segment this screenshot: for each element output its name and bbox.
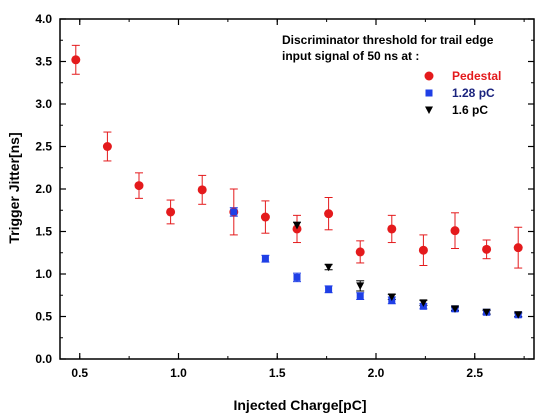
legend-label: Pedestal	[452, 69, 501, 83]
axis-ticks: 0.0 0.5 1.0 1.5 2.0 2.5 3.0 3.5 4.0 0.5 1.0 1.5 2.0 2…	[35, 12, 534, 380]
data-point	[513, 243, 523, 253]
y-tick-label: 2.0	[35, 182, 52, 196]
data-point	[71, 55, 81, 65]
data-point	[324, 209, 334, 219]
data-point	[293, 222, 301, 230]
y-tick-label: 0.5	[35, 310, 52, 324]
data-point	[356, 292, 364, 300]
y-tick-label: 1.5	[35, 225, 52, 239]
data-point	[514, 311, 523, 319]
data-point	[355, 247, 365, 257]
x-axis-title: Injected Charge[pC]	[233, 397, 366, 413]
data-point	[451, 305, 459, 313]
data-point	[482, 244, 492, 254]
y-tick-label: 2.5	[35, 140, 52, 154]
x-tick-label: 1.5	[269, 366, 286, 380]
data-point	[293, 273, 301, 281]
legend-label: 1.28 pC	[452, 86, 495, 100]
legend-marker	[425, 89, 433, 97]
data-point	[450, 226, 460, 236]
data-markers	[71, 55, 523, 319]
x-tick-label: 0.5	[71, 366, 88, 380]
legend-marker	[425, 106, 433, 114]
y-tick-label: 3.5	[35, 55, 52, 69]
y-axis-title: Trigger Jitter[ns]	[6, 132, 22, 243]
y-tick-label: 1.0	[35, 267, 52, 281]
x-tick-label: 2.0	[368, 366, 385, 380]
data-point	[324, 263, 333, 272]
data-point	[387, 293, 396, 301]
annotation-line-1: Discriminator threshold for trail edge	[282, 33, 494, 47]
y-tick-label: 0.0	[35, 352, 52, 366]
data-point	[261, 255, 269, 263]
annotation-line-2: input signal of 50 ns at :	[282, 49, 419, 63]
data-point	[387, 224, 397, 234]
data-point	[418, 245, 428, 255]
x-tick-label: 1.0	[170, 366, 187, 380]
data-point	[230, 208, 238, 216]
data-point	[482, 308, 491, 317]
data-point	[325, 285, 333, 293]
data-point	[356, 282, 365, 290]
data-point	[197, 185, 207, 195]
data-point	[102, 142, 112, 151]
data-point	[260, 212, 270, 222]
data-point	[419, 299, 428, 307]
data-point	[166, 207, 176, 217]
legend-label: 1.6 pC	[452, 103, 488, 117]
data-point	[134, 181, 144, 191]
y-tick-label: 4.0	[35, 12, 52, 26]
legend-marker	[424, 71, 434, 81]
legend: Pedestal 1.28 pC 1.6 pC	[424, 69, 501, 117]
x-tick-label: 2.5	[466, 366, 483, 380]
y-tick-label: 3.0	[35, 97, 52, 111]
